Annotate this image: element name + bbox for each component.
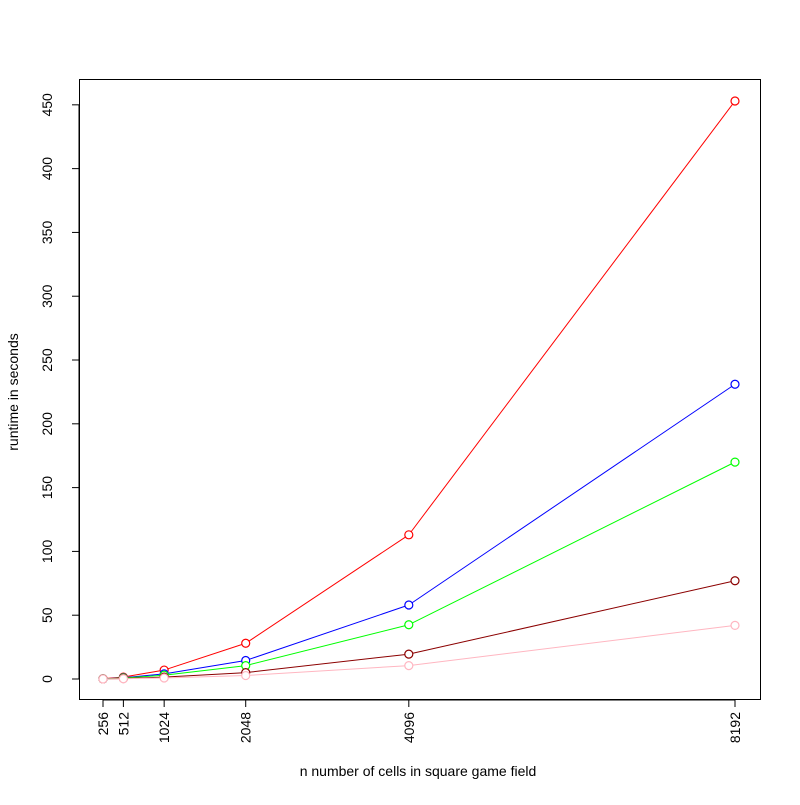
- series-4-point: [405, 650, 413, 658]
- series-1-point: [242, 639, 250, 647]
- series-5-point: [731, 621, 739, 629]
- series-5-point: [99, 675, 107, 683]
- series-5-point: [160, 674, 168, 682]
- plot-border: [80, 80, 761, 700]
- y-tick-label: 350: [39, 221, 55, 245]
- y-tick-label: 300: [39, 284, 55, 308]
- series-4-point: [731, 577, 739, 585]
- series-5-point: [405, 662, 413, 670]
- y-tick-label: 200: [39, 412, 55, 436]
- series-3-point: [731, 458, 739, 466]
- series-5-segment: [127, 678, 160, 679]
- x-axis-label: n number of cells in square game field: [300, 763, 537, 779]
- x-tick-label: 4096: [401, 712, 417, 743]
- x-tick-label: 512: [115, 712, 131, 736]
- series-layer: [99, 97, 739, 683]
- series-2: [99, 380, 739, 683]
- series-3: [99, 458, 739, 683]
- x-tick-label: 256: [95, 712, 111, 736]
- series-2-segment: [412, 387, 732, 603]
- series-1-segment: [168, 645, 242, 669]
- series-1-point: [731, 97, 739, 105]
- y-tick-label: 400: [39, 157, 55, 181]
- x-tick-label: 8192: [727, 712, 743, 743]
- series-4-segment: [413, 582, 731, 654]
- series-5-segment: [413, 626, 731, 665]
- series-2-segment: [249, 606, 405, 659]
- series-2-point: [731, 380, 739, 388]
- y-tick-label: 100: [39, 540, 55, 564]
- series-1: [99, 97, 739, 683]
- series-4: [99, 577, 739, 683]
- y-tick-label: 150: [39, 476, 55, 500]
- y-tick-label: 450: [39, 93, 55, 117]
- y-axis-label: runtime in seconds: [5, 333, 21, 451]
- series-4-segment: [250, 655, 405, 673]
- series-5-point: [119, 675, 127, 683]
- y-tick-label: 0: [39, 675, 55, 683]
- series-3-segment: [250, 626, 405, 665]
- y-tick-label: 50: [39, 607, 55, 623]
- series-1-segment: [411, 104, 732, 531]
- series-3-segment: [412, 464, 731, 623]
- series-5-segment: [250, 666, 405, 675]
- series-1-segment: [249, 537, 405, 641]
- y-axis: 0 50 100 150 200 250 300 350 400 450: [39, 93, 79, 683]
- series-1-point: [405, 531, 413, 539]
- y-tick-label: 250: [39, 348, 55, 372]
- x-tick-label: 1024: [156, 712, 172, 743]
- series-2-point: [405, 601, 413, 609]
- series-3-point: [405, 621, 413, 629]
- series-5-point: [242, 672, 250, 680]
- x-tick-label: 2048: [238, 712, 254, 743]
